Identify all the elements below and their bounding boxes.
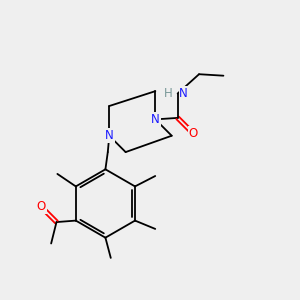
Text: O: O xyxy=(188,127,198,140)
Text: N: N xyxy=(105,129,114,142)
Text: O: O xyxy=(36,200,46,213)
Text: N: N xyxy=(179,87,188,100)
Text: N: N xyxy=(151,113,160,126)
Text: H: H xyxy=(164,87,173,100)
